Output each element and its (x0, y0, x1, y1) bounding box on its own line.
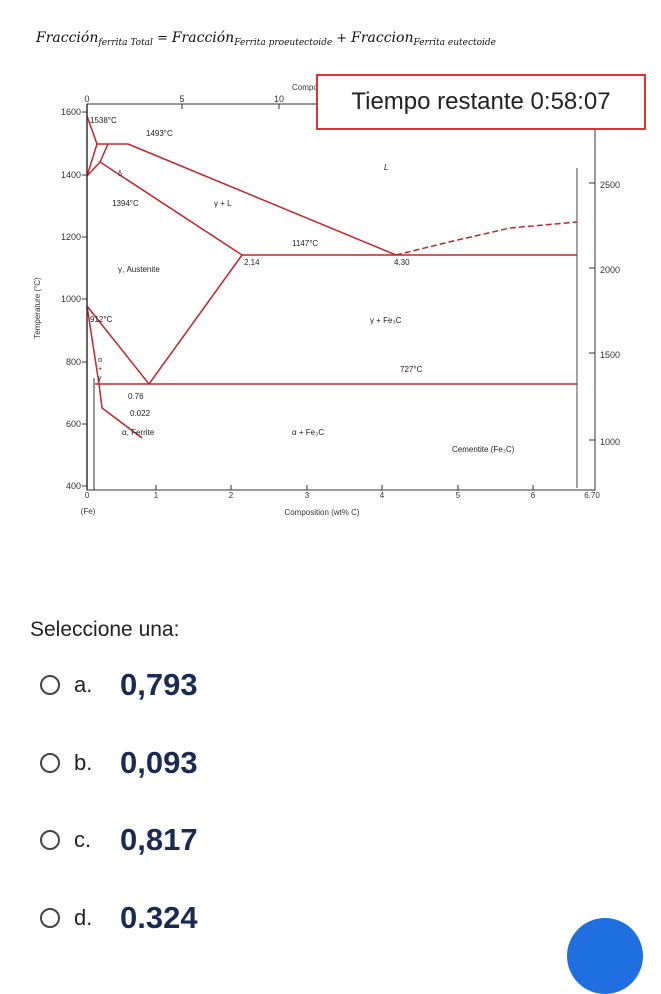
label-1394: 1394°C (112, 199, 139, 208)
label-alpha: α (98, 357, 102, 364)
option-b[interactable]: b. 0,093 (40, 741, 198, 785)
time-remaining-box: Tiempo restante 0:58:07 (316, 74, 646, 130)
x-tick-6: 6 (531, 491, 536, 500)
y-tick-400: 400 (66, 481, 81, 491)
label-ferrite: α, Ferrite (122, 428, 155, 437)
question-prompt: Seleccione una: (30, 618, 180, 641)
right-tick-2500: 2500 (600, 180, 620, 190)
option-b-value: 0,093 (120, 745, 198, 780)
label-727: 727°C (400, 365, 423, 374)
formula-header: Fracciónferrita Total = FracciónFerrita pr… (36, 30, 636, 64)
y-tick-600: 600 (66, 419, 81, 429)
top-tick-5: 5 (179, 94, 184, 104)
option-a-letter: a. (74, 672, 93, 697)
label-cementite: Cementite (Fe₃C) (452, 445, 515, 454)
option-c[interactable]: c. 0,817 (40, 818, 198, 862)
x-origin-label: (Fe) (81, 507, 96, 516)
option-a-value: 0,793 (120, 667, 198, 702)
x-tick-4: 4 (380, 491, 385, 500)
label-912: 912°C (90, 315, 113, 324)
label-0022: 0.022 (130, 409, 151, 418)
right-tick-1500: 1500 (600, 350, 620, 360)
option-b-letter: b. (74, 750, 93, 775)
option-d-letter: d. (74, 905, 93, 930)
label-gamma: γ (98, 375, 102, 382)
option-d-value: 0.324 (120, 900, 198, 935)
x-axis-label: Composition (wt% C) (284, 508, 359, 517)
label-alpha-fe3c: α + Fe₃C (292, 428, 324, 437)
formula-proeutectoid-sub: Ferrita proeutectoide (234, 38, 333, 48)
option-c-value: 0,817 (120, 822, 198, 857)
formula-plus: + (336, 31, 348, 46)
y-axis-label: Temperature (°C) (33, 277, 42, 339)
label-liquid: L (384, 163, 388, 172)
x-tick-2: 2 (229, 491, 234, 500)
corner-badge[interactable] (567, 918, 643, 994)
label-austenite: γ, Austenite (118, 265, 160, 274)
label-gamma-l: γ + L (214, 199, 232, 208)
right-tick-2000: 2000 (600, 265, 620, 275)
formula-equals: = (156, 31, 168, 46)
option-a[interactable]: a. 0,793 (40, 663, 198, 707)
phase-boundaries (86, 115, 578, 439)
plot-frame (86, 103, 596, 491)
formula-proeutectoid: Fracción (171, 30, 235, 46)
radio-d[interactable] (40, 908, 60, 928)
x-tick-670: 6.70 (584, 491, 600, 500)
label-214: 2.14 (244, 258, 260, 267)
label-delta: δ (118, 171, 122, 178)
formula-total: Fracción (36, 30, 99, 46)
formula-eutectoid: Fraccion (351, 30, 414, 46)
option-d[interactable]: d. 0.324 (40, 896, 198, 940)
x-tick-1: 1 (154, 491, 159, 500)
formula-eutectoid-sub: Ferrita eutectoide (413, 38, 496, 48)
label-gamma-fe3c: γ + Fe₃C (370, 316, 402, 325)
right-tick-1000: 1000 (600, 437, 620, 447)
label-1147: 1147°C (292, 239, 318, 248)
label-076: 0.76 (128, 392, 144, 401)
label-1538: 1538°C (90, 116, 117, 125)
top-axis-label: Compo (292, 83, 318, 92)
fe-c-phase-diagram: Compo 0 5 10 1600 1400 1200 1000 800 600… (33, 83, 620, 517)
radio-c[interactable] (40, 830, 60, 850)
top-tick-0: 0 (84, 94, 89, 104)
x-tick-5: 5 (456, 491, 461, 500)
label-1493: 1493°C (146, 129, 173, 138)
x-tick-0: 0 (85, 491, 90, 500)
y-tick-1600: 1600 (61, 107, 81, 117)
y-tick-1000: 1000 (61, 294, 81, 304)
y-tick-1200: 1200 (61, 232, 81, 242)
top-tick-10: 10 (274, 94, 284, 104)
label-430: 4.30 (394, 258, 410, 267)
option-c-letter: c. (74, 827, 92, 852)
formula-total-sub: ferrita Total (98, 38, 153, 48)
x-tick-3: 3 (305, 491, 310, 500)
y-tick-1400: 1400 (61, 170, 81, 180)
label-plus: + (98, 366, 102, 373)
radio-b[interactable] (40, 753, 60, 773)
radio-a[interactable] (40, 675, 60, 695)
y-tick-800: 800 (66, 357, 81, 367)
